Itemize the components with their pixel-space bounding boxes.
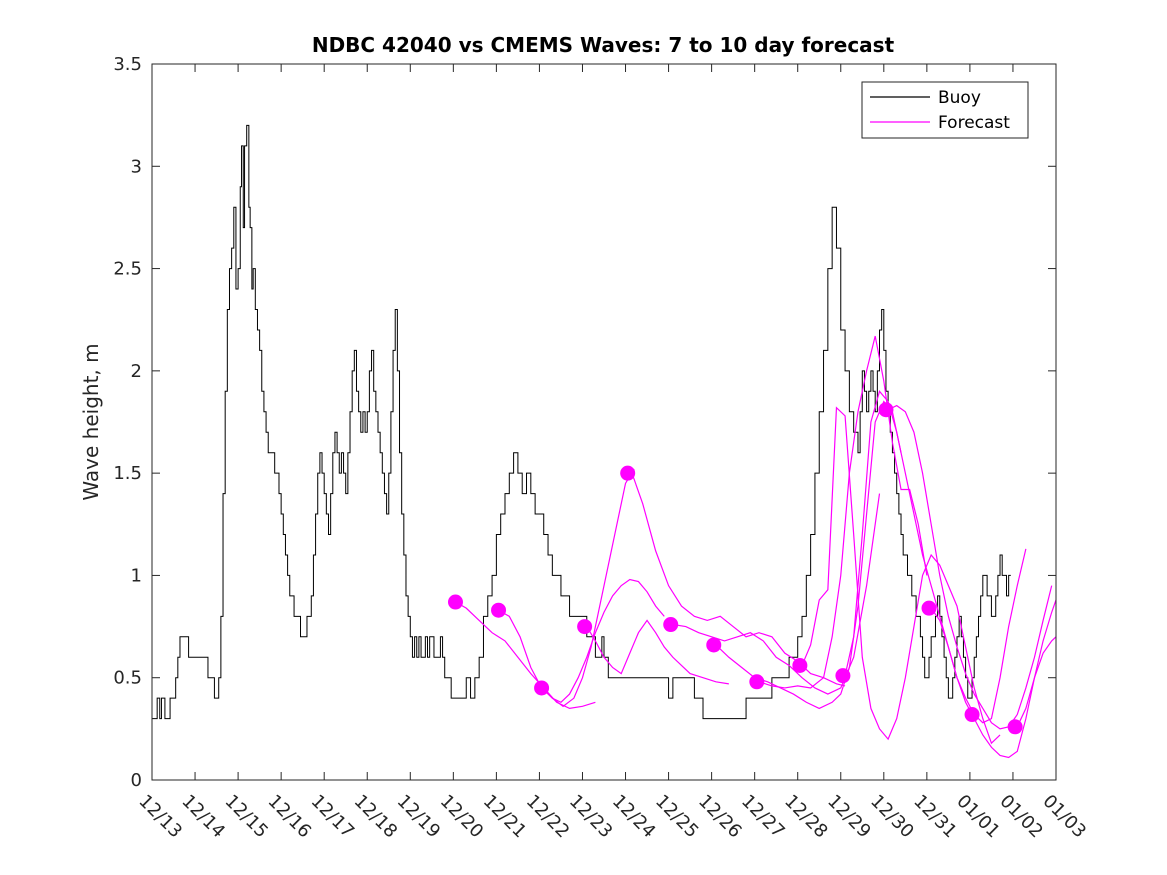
x-tick-label: 12/14	[178, 791, 230, 843]
forecast-series-line-5	[631, 472, 846, 687]
plot-frame	[151, 63, 1057, 781]
forecast-marker	[706, 637, 722, 653]
legend-box	[861, 81, 1029, 139]
y-tick-label: 0.5	[113, 668, 142, 689]
x-tick-label: 12/26	[694, 791, 746, 843]
forecast-marker	[620, 465, 636, 481]
x-tick-label: 12/15	[221, 791, 273, 843]
y-tick-label: 1	[131, 565, 142, 586]
legend-forecast-label: Forecast	[938, 113, 1010, 133]
chart-title: NDBC 42040 vs CMEMS Waves: 7 to 10 day f…	[312, 33, 895, 57]
forecast-series-line-1	[455, 601, 596, 710]
x-tick-label: 01/01	[952, 791, 1004, 843]
forecast-marker	[792, 657, 808, 673]
x-tick-label: 12/21	[479, 791, 531, 843]
forecast-marker	[663, 617, 679, 633]
y-tick-labels: 0 0.5 1 1.5 2 2.5 3 3.5	[113, 54, 142, 791]
x-tick-label: 12/30	[866, 791, 918, 843]
legend-buoy-label: Buoy	[938, 88, 981, 108]
forecast-marker	[749, 674, 765, 690]
forecast-series-line-8	[758, 335, 928, 689]
forecast-marker	[577, 619, 593, 635]
forecast-series-line-3	[543, 578, 665, 703]
forecast-marker	[878, 402, 894, 418]
forecast-marker	[447, 594, 463, 610]
x-tick-label: 12/19	[393, 791, 445, 843]
forecast-marker	[1007, 719, 1023, 735]
forecast-marker	[491, 602, 507, 618]
x-tick-label: 12/22	[522, 791, 574, 843]
forecast-series-line-9	[801, 406, 1001, 745]
forecast-series-line-10	[844, 390, 1027, 724]
x-tick-label: 12/16	[264, 791, 316, 843]
x-tick-label: 01/02	[995, 791, 1047, 843]
y-tick-label: 2.5	[113, 259, 142, 280]
x-tick-label: 12/13	[134, 791, 186, 843]
legend: Buoy Forecast	[861, 81, 1029, 139]
x-tick-labels: 12/1312/1412/1512/1612/1712/1812/1912/20…	[134, 791, 1090, 843]
y-tick-label: 3.5	[113, 54, 142, 75]
x-tick-label: 12/27	[737, 791, 789, 843]
forecast-marker	[534, 680, 550, 696]
x-tick-label: 12/17	[307, 791, 359, 843]
forecast-series-line-12	[930, 599, 1057, 759]
plot-area	[152, 64, 1056, 780]
x-tick-label: 12/28	[780, 791, 832, 843]
forecast-marker	[964, 707, 980, 723]
y-tick-label: 2	[131, 361, 142, 382]
forecast-series-line-11	[887, 404, 1053, 730]
y-tick-label: 3	[131, 156, 142, 177]
x-tick-label: 12/31	[909, 791, 961, 843]
y-tick-label: 1.5	[113, 463, 142, 484]
axes-ticks	[151, 63, 1057, 781]
forecast-marker	[835, 668, 851, 684]
x-tick-label: 01/03	[1038, 791, 1090, 843]
x-tick-label: 12/29	[823, 791, 875, 843]
series-layer	[152, 124, 1057, 759]
forecast-series-line-2	[498, 468, 635, 708]
y-axis-label: Wave height, m	[79, 343, 103, 500]
x-tick-label: 12/25	[651, 791, 703, 843]
x-tick-label: 12/18	[350, 791, 402, 843]
forecast-series-line-13	[1016, 636, 1057, 728]
forecast-marker	[921, 600, 937, 616]
buoy-series-line	[152, 124, 1011, 720]
y-tick-label: 0	[131, 770, 142, 791]
x-tick-label: 12/23	[565, 791, 617, 843]
x-tick-label: 12/24	[608, 791, 660, 843]
forecast-series-line-4	[586, 619, 729, 685]
x-tick-label: 12/20	[436, 791, 488, 843]
